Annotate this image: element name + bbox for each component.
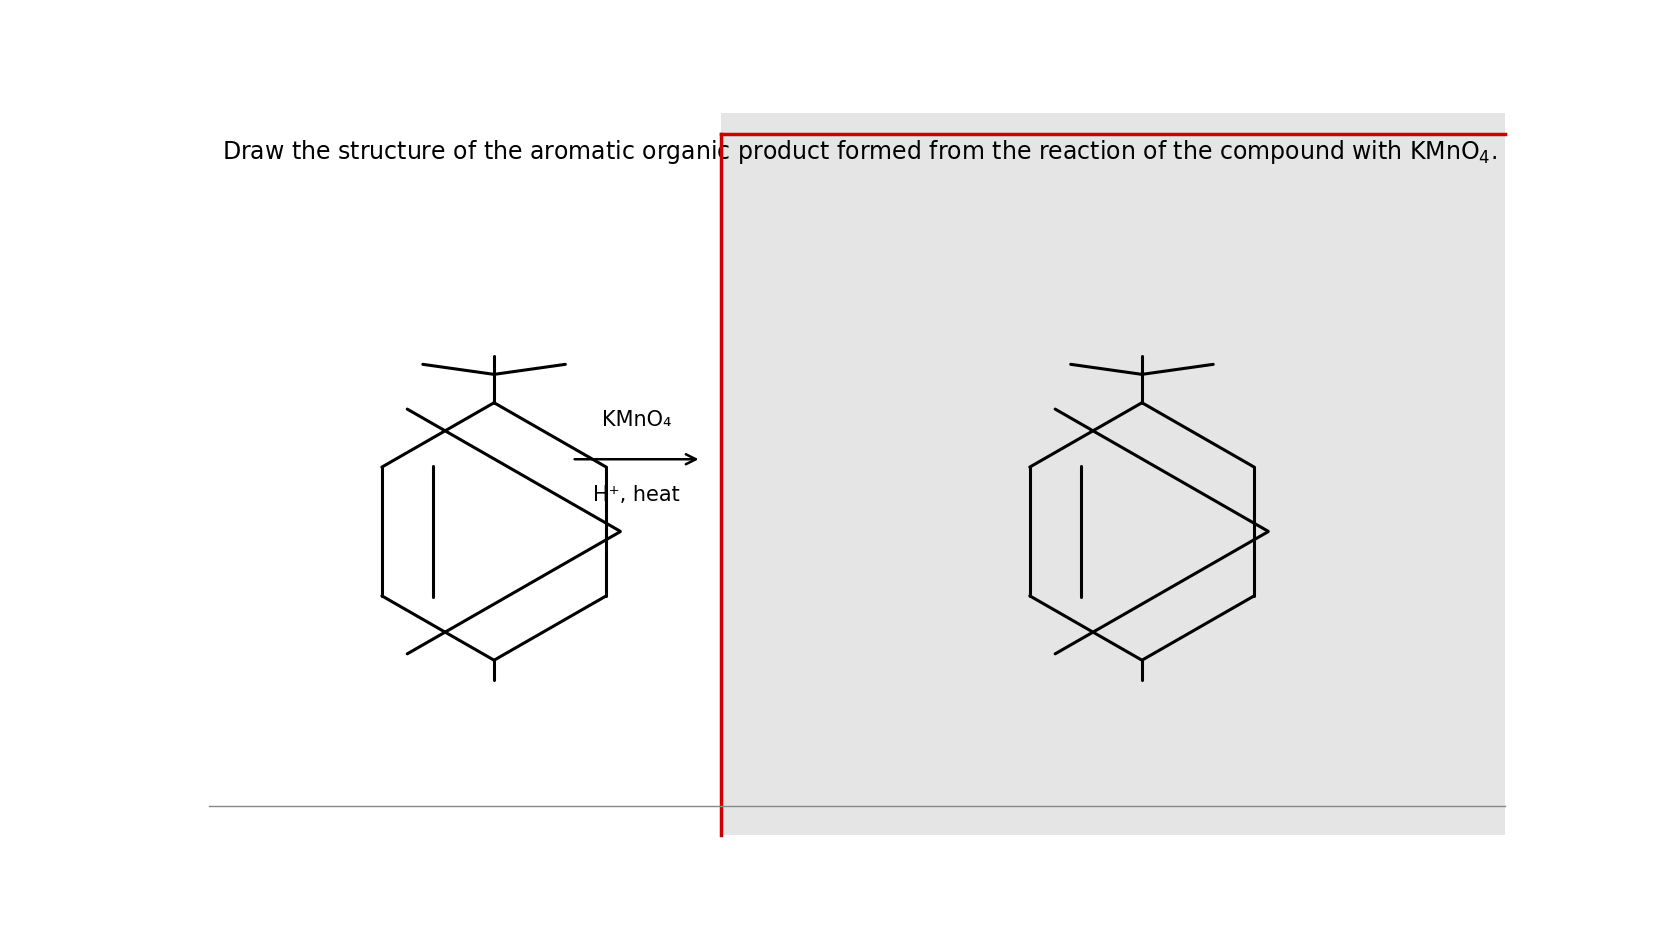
Text: H⁺, heat: H⁺, heat	[594, 485, 681, 505]
Text: Draw the structure of the aromatic organic product formed from the reaction of t: Draw the structure of the aromatic organ…	[222, 138, 1496, 166]
Bar	[721, 113, 1505, 835]
Text: KMnO₄: KMnO₄	[602, 410, 670, 431]
